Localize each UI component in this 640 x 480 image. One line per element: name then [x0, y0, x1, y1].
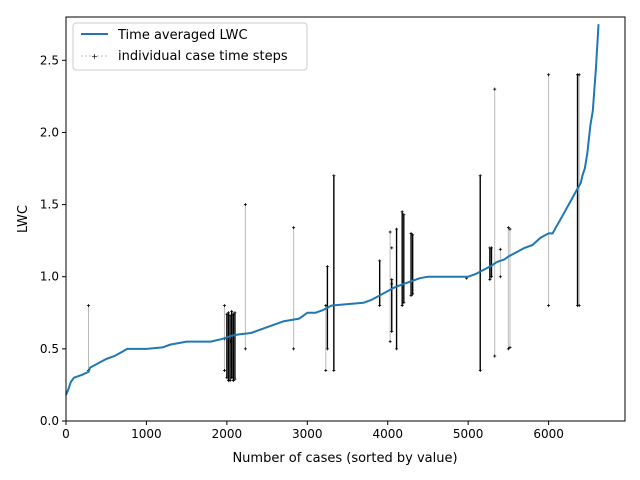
x-tick-label: 6000 [533, 427, 564, 441]
legend-label-cases: individual case time steps [118, 49, 288, 64]
plot-frame [65, 16, 626, 422]
y-tick-label: 0.5 [40, 342, 59, 356]
time-averaged-lwc-line [65, 24, 600, 396]
case-ranges-layer [87, 73, 581, 383]
legend: Time averaged LWC + individual case time… [72, 22, 308, 71]
x-tick-label: 4000 [372, 427, 403, 441]
x-tick-label: 2000 [212, 427, 243, 441]
y-tick-label: 0.0 [40, 414, 59, 428]
x-tick-label: 5000 [453, 427, 484, 441]
legend-label-average: Time averaged LWC [117, 28, 248, 43]
x-tick-label: 0 [62, 427, 70, 441]
y-axis-label: LWC [16, 205, 31, 233]
y-tick-label: 2.0 [40, 125, 59, 139]
x-tick-label: 1000 [131, 427, 162, 441]
legend-plus-marker: + [91, 52, 98, 61]
axes [65, 16, 626, 422]
y-tick-label: 1.5 [40, 198, 59, 212]
y-ticks: 0.0 0.5 1.0 1.5 2.0 2.5 [40, 53, 66, 428]
average-line-layer [65, 24, 600, 396]
y-tick-label: 2.5 [40, 53, 59, 67]
x-tick-label: 3000 [292, 427, 323, 441]
y-tick-label: 1.0 [40, 270, 59, 284]
legend-box [72, 22, 308, 71]
x-ticks: 0 1000 2000 3000 4000 5000 6000 [62, 421, 564, 441]
x-axis-label: Number of cases (sorted by value) [232, 451, 457, 466]
